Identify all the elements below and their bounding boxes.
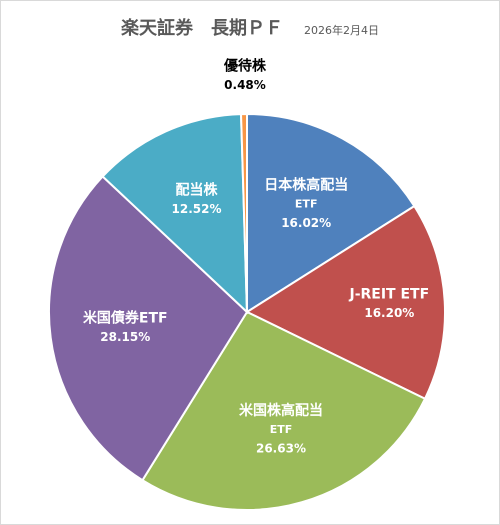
slice-label-3: 米国債券ETF 28.15% — [83, 309, 168, 344]
pie-slice-5 — [239, 112, 248, 313]
chart-title: 楽天証券 長期ＰＦ — [120, 18, 283, 39]
slice-percent-label: 16.02% — [281, 216, 331, 230]
slice-label-1: J-REIT ETF 16.20% — [348, 287, 429, 321]
slice-percent-label: 28.15% — [100, 330, 150, 344]
pie-slice-2 — [141, 310, 427, 511]
pie-slice-4 — [101, 113, 249, 315]
slice-name-label: J-REIT ETF — [348, 287, 429, 303]
slice-name-label: 優待株 — [223, 58, 267, 75]
slice-label-4: 配当株 12.52% — [172, 182, 222, 217]
slice-label-2: 米国株高配当 ETF 26.63% — [239, 402, 323, 456]
pie-slice-0 — [246, 112, 416, 314]
slice-name-label: 米国債券ETF — [83, 309, 168, 326]
slice-name-label: ETF — [270, 423, 293, 436]
slice-name-label: 配当株 — [176, 182, 219, 199]
slice-label-0: 日本株高配当 ETF 16.02% — [264, 176, 348, 230]
slice-name-label: 日本株高配当 — [264, 176, 348, 193]
slice-percent-label: 0.48% — [224, 78, 266, 92]
slice-name-label: ETF — [295, 197, 318, 210]
chart-date: 2026年2月4日 — [304, 24, 380, 37]
slice-percent-label: 26.63% — [256, 441, 306, 455]
pie-slice-1 — [244, 204, 446, 401]
slice-name-label: 米国株高配当 — [239, 402, 323, 419]
slice-percent-label: 16.20% — [364, 306, 414, 320]
slice-label-5: 優待株 0.48% — [223, 58, 267, 93]
pie-slice-3 — [48, 175, 249, 482]
slice-percent-label: 12.52% — [172, 202, 222, 216]
title-row: 楽天証券 長期ＰＦ 2026年2月4日 — [0, 14, 500, 40]
